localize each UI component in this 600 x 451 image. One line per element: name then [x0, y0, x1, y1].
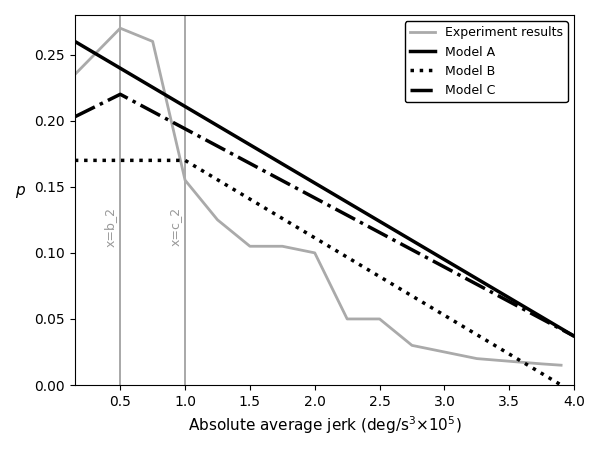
Text: x=c_2: x=c_2 — [168, 207, 181, 246]
Text: x=b_2: x=b_2 — [103, 207, 116, 247]
X-axis label: Absolute average jerk (deg/s$^3$$\times$10$^5$): Absolute average jerk (deg/s$^3$$\times$… — [188, 414, 461, 436]
Legend: Experiment results, Model A, Model B, Model C: Experiment results, Model A, Model B, Mo… — [405, 21, 568, 102]
Y-axis label: $p$: $p$ — [15, 184, 26, 200]
